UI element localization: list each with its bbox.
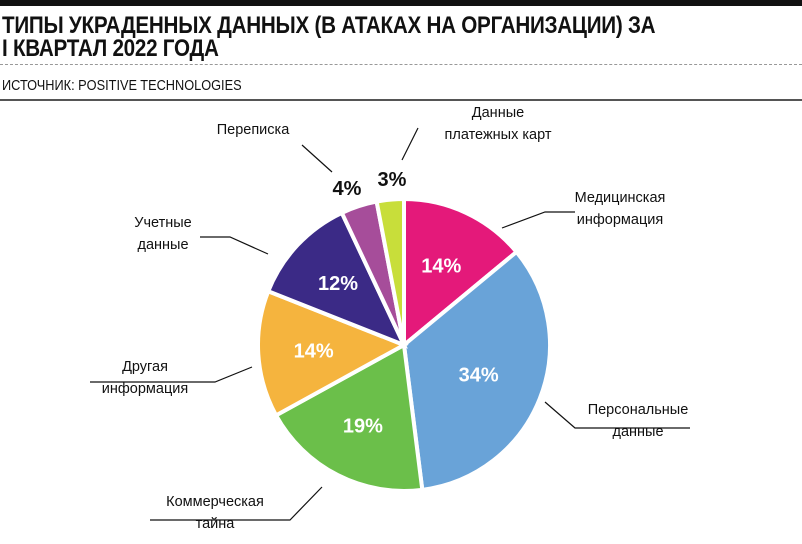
data-label: 19% bbox=[343, 416, 383, 438]
leader-line bbox=[200, 236, 269, 255]
leader-line bbox=[150, 486, 323, 521]
category-label: Другая bbox=[122, 359, 168, 375]
data-label: 12% bbox=[318, 273, 358, 295]
category-label: данные bbox=[137, 237, 188, 253]
top-bar bbox=[0, 0, 802, 6]
chart-title: ТИПЫ УКРАДЕННЫХ ДАННЫХ (В АТАКАХ НА ОРГА… bbox=[2, 12, 656, 62]
category-label: Персональные bbox=[588, 402, 689, 418]
category-label: данные bbox=[612, 424, 663, 440]
leader-line bbox=[90, 366, 253, 383]
data-label: 14% bbox=[421, 256, 461, 278]
divider bbox=[0, 99, 802, 101]
title-line-1: ТИПЫ УКРАДЕННЫХ ДАННЫХ (В АТАКАХ НА ОРГА… bbox=[2, 12, 656, 39]
category-label: информация bbox=[102, 381, 188, 397]
category-label: тайна bbox=[196, 516, 236, 532]
category-label: платежных карт bbox=[445, 127, 552, 143]
pie-slice bbox=[265, 210, 408, 349]
category-label: Учетные bbox=[134, 215, 191, 231]
pie-slice bbox=[256, 288, 409, 419]
pie-slice bbox=[402, 196, 520, 350]
data-label: 4% bbox=[333, 178, 362, 200]
leader-line bbox=[544, 401, 690, 429]
category-label: Коммерческая bbox=[166, 494, 264, 510]
pie-slice bbox=[273, 341, 425, 493]
leader-line bbox=[401, 127, 419, 161]
leader-line bbox=[301, 144, 333, 173]
data-label: 34% bbox=[459, 365, 499, 387]
source-text: ИСТОЧНИК: POSITIVE TECHNOLOGIES bbox=[2, 77, 242, 94]
data-label: 3% bbox=[378, 169, 407, 191]
pie-slice bbox=[401, 249, 552, 493]
category-label: Медицинская bbox=[575, 190, 666, 206]
category-label: Переписка bbox=[217, 122, 290, 138]
leader-line bbox=[501, 211, 575, 229]
category-label: Данные bbox=[472, 105, 524, 121]
divider bbox=[0, 64, 802, 65]
category-label: информация bbox=[577, 212, 663, 228]
title-line-2: I КВАРТАЛ 2022 ГОДА bbox=[2, 35, 219, 62]
pie-slice bbox=[374, 196, 406, 346]
data-label: 14% bbox=[294, 341, 334, 363]
